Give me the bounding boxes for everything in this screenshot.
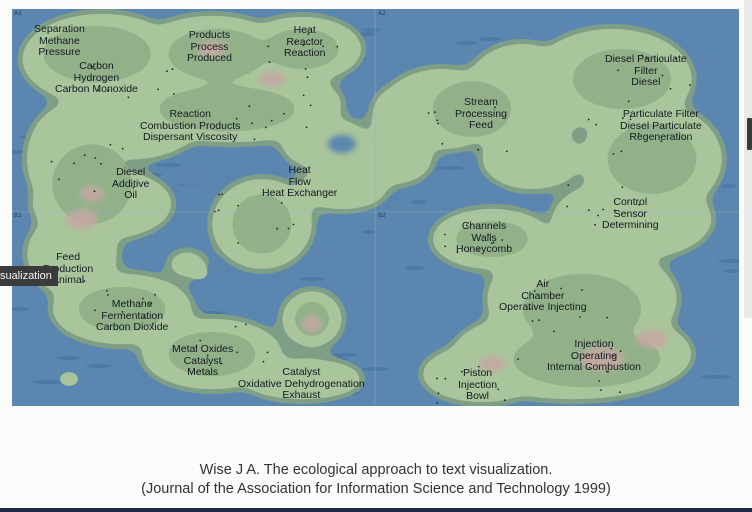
corner-marker-a2: A2 xyxy=(378,10,386,17)
corner-marker-b1: B1 xyxy=(14,212,22,219)
map-label-heat-flow: Heat Flow Heat Exchanger xyxy=(262,164,338,199)
map-label-metal: Metal Oxides Catalyst Metals xyxy=(172,343,234,378)
map-label-feed: Feed Production Animal xyxy=(43,251,94,286)
corner-marker-b2: B2 xyxy=(378,212,386,219)
overlay-tooltip-text: visualization xyxy=(0,270,52,282)
map-label-stream: Stream Processing Feed xyxy=(455,96,507,131)
map-label-control: Control Sensor Determining xyxy=(602,196,659,231)
map-label-air: Air Chamber Operative Injecting xyxy=(499,278,587,313)
map-label-products: Products Process Produced xyxy=(187,29,232,64)
map-label-carbon: Carbon Hydrogen Carbon Monoxide xyxy=(55,60,138,95)
map-label-piston: Piston Injection Bowl xyxy=(458,367,498,402)
figure-caption: Wise J A. The ecological approach to tex… xyxy=(0,461,752,499)
map-label-catalyst: Catalyst Oxidative Dehydrogenation Exhaust xyxy=(238,366,365,401)
map-label-reaction: Reaction Combustion Products Dispersant Vi… xyxy=(140,108,241,143)
map-label-heat-reactor: Heat Reactor Reaction xyxy=(284,24,326,59)
map-label-particulate: Particulate Filter Diesel Particulate Rege… xyxy=(620,108,702,143)
map-label-methane: Methane Fermentation Carbon Dioxide xyxy=(96,298,169,333)
map-label-channels: Channels Walls Honeycomb xyxy=(456,220,513,255)
bottom-bar xyxy=(0,508,752,512)
map-terrain xyxy=(12,9,739,406)
corner-marker-a1: A1 xyxy=(14,10,22,17)
map-label-injection: Injection Operating Internal Combustion xyxy=(547,338,641,373)
side-panel-edge[interactable] xyxy=(744,0,752,318)
themescape-map: A1 A2 B1 B2 Separation Methane Pressure Pr… xyxy=(12,9,739,406)
caption-line-2: (Journal of the Association for Informat… xyxy=(141,481,611,497)
overlay-tooltip: visualization xyxy=(0,266,58,286)
map-label-separation: Separation Methane Pressure xyxy=(34,23,85,58)
map-label-diesel-filter: Diesel Particulate Filter Diesel xyxy=(605,53,687,88)
map-label-diesel-additive: Diesel Additive Oil xyxy=(112,166,150,201)
caption-line-1: Wise J A. The ecological approach to tex… xyxy=(199,462,553,478)
side-panel-handle[interactable] xyxy=(747,118,752,150)
